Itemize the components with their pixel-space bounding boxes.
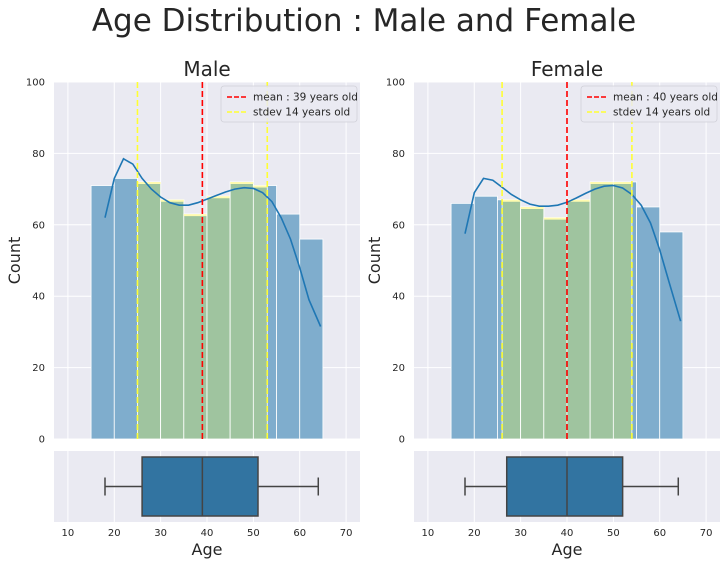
y-tick-label: 60 <box>392 220 405 231</box>
legend-box <box>580 85 718 123</box>
figure-title: Age Distribution : Male and Female <box>92 3 636 39</box>
histogram-bar <box>473 195 498 440</box>
histogram-bar <box>450 202 475 440</box>
x-tick-label: 30 <box>154 528 167 539</box>
stdev-highlight-bar <box>589 181 614 440</box>
panel-title: Male <box>183 57 230 81</box>
x-tick-label: 70 <box>700 528 713 539</box>
y-tick-label: 60 <box>32 220 45 231</box>
histogram-bar <box>113 177 138 440</box>
legend-mean-label: mean : 40 years old <box>613 92 718 104</box>
kde-line <box>464 177 682 322</box>
x-tick-label: 70 <box>340 528 353 539</box>
stdev-highlight-bar <box>160 199 185 440</box>
x-tick-label: 30 <box>514 528 527 539</box>
y-tick-label: 80 <box>392 149 405 160</box>
y-tick-label: 40 <box>32 292 45 303</box>
legend-stdev-label: stdev 14 years old <box>253 107 350 119</box>
histogram-bar <box>90 185 115 440</box>
legend-box <box>220 85 358 123</box>
x-tick-label: 50 <box>247 528 260 539</box>
histogram-bar <box>659 231 684 440</box>
y-axis-label: Count <box>365 237 384 285</box>
y-tick-label: 0 <box>39 435 45 446</box>
legend-stdev-label: stdev 14 years old <box>613 107 710 119</box>
stdev-highlight-bar <box>501 199 522 440</box>
stdev-highlight-bar <box>543 217 568 440</box>
stdev-highlight-bar <box>183 213 208 440</box>
y-tick-label: 20 <box>392 363 405 374</box>
y-tick-label: 100 <box>386 78 405 89</box>
stdev-highlight-bar <box>137 181 162 440</box>
x-tick-label: 40 <box>561 528 574 539</box>
histogram-bar <box>276 213 301 440</box>
x-tick-label: 20 <box>108 528 121 539</box>
x-tick-label: 10 <box>422 528 435 539</box>
x-tick-label: 10 <box>62 528 75 539</box>
y-tick-label: 20 <box>32 363 45 374</box>
x-tick-label: 60 <box>653 528 666 539</box>
y-tick-label: 0 <box>399 435 405 446</box>
stdev-highlight-bar <box>566 199 591 440</box>
y-axis-label: Count <box>5 237 24 285</box>
x-tick-label: 40 <box>201 528 214 539</box>
y-tick-label: 40 <box>392 292 405 303</box>
legend-mean-label: mean : 39 years old <box>253 92 358 104</box>
kde-line <box>104 157 322 327</box>
boxplot-box <box>505 456 624 517</box>
stdev-highlight-bar <box>612 181 633 440</box>
stdev-highlight-bar <box>206 195 231 440</box>
stdev-highlight-bar <box>229 181 254 440</box>
x-axis-label: Age <box>552 540 583 559</box>
stdev-highlight-bar <box>252 185 268 440</box>
x-tick-label: 50 <box>607 528 620 539</box>
male-panel: mean : 39 years old stdev 14 years old 0 20… <box>5 57 360 559</box>
x-axis-label: Age <box>192 540 223 559</box>
panel-title: Female <box>531 57 603 81</box>
x-tick-label: 60 <box>293 528 306 539</box>
female-panel: mean : 40 years old stdev 14 years old 0 20… <box>365 57 720 559</box>
x-tick-label: 20 <box>468 528 481 539</box>
y-tick-label: 100 <box>26 78 45 89</box>
boxplot-box <box>141 456 259 517</box>
histogram-bar <box>299 238 324 440</box>
y-tick-label: 80 <box>32 149 45 160</box>
stdev-highlight-bar <box>520 206 545 440</box>
